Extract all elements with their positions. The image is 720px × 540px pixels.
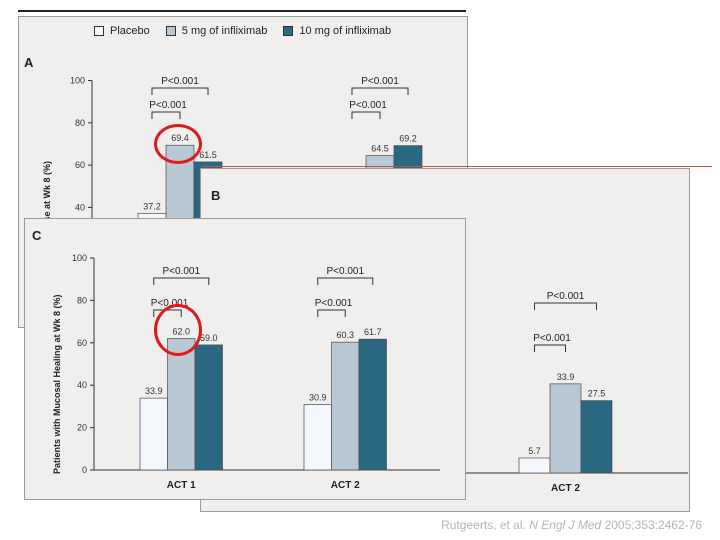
panel-b-letter: B [211,188,221,203]
citation: Rutgeerts, et al. N Engl J Med 2005;353:… [441,518,702,532]
bar-act1-0 [139,397,168,471]
panel-b-plot: 5.7 33.9 27.5 ACT 2 P<0.001 P<0.001 [458,291,688,494]
y-tick-label-40: 40 [77,380,87,390]
panel-c-letter: C [32,228,42,243]
y-tick-label-60: 60 [75,160,85,170]
pvalue-bracket-outer-1 [317,277,374,285]
value-label-act2-2: 69.2 [399,134,417,144]
value-label-act2-2: 27.5 [588,389,606,399]
pvalue-bracket-outer-0 [534,302,597,310]
category-label-0: ACT 2 [551,483,580,494]
category-label-1: ACT 2 [331,480,360,491]
value-label-act1-0: 37.2 [143,201,161,211]
value-label-act2-1: 33.9 [557,372,575,382]
value-label-act2-2: 61.7 [364,327,382,337]
bar-act2-1 [549,383,582,474]
citation-journal: N Engl J Med [529,518,602,532]
pvalue-outer-0: P<0.001 [162,266,200,277]
legend-item-placebo: Placebo [94,25,150,37]
pvalue-bracket-inner-0 [151,111,181,119]
pvalue-bracket-outer-1 [351,87,409,95]
bar-act1-1 [167,338,196,471]
value-label-act1-0: 33.9 [145,386,163,396]
pvalue-inner-0: P<0.001 [151,298,189,309]
pvalue-bracket-inner-0 [534,344,566,352]
value-label-act2-1: 60.3 [336,330,354,340]
legend: Placebo 5 mg of infliximab 10 mg of infl… [18,18,464,44]
highlight-circle-c [154,304,202,356]
bar-act2-1 [331,341,360,471]
legend-swatch-placebo [94,26,104,36]
pvalue-bracket-outer-0 [151,87,209,95]
bar-act1-0 [137,212,167,220]
pvalue-outer-1: P<0.001 [361,76,399,87]
legend-label-10mg: 10 mg of infliximab [299,25,392,37]
pvalue-bracket-inner-1 [317,309,346,317]
top-rule [18,10,466,12]
pvalue-outer-0: P<0.001 [547,291,585,302]
pvalue-inner-1: P<0.001 [349,100,387,111]
legend-label-5mg: 5 mg of infliximab [181,25,268,37]
pvalue-outer-0: P<0.001 [161,76,199,87]
value-label-act2-1: 64.5 [371,144,389,154]
citation-ref: 2005;353:2462-76 [604,518,702,532]
panel-a-letter: A [24,55,34,70]
pvalue-inner-0: P<0.001 [533,333,571,344]
y-tick-label-80: 80 [75,118,85,128]
pvalue-bracket-inner-1 [351,111,381,119]
y-tick-label-100: 100 [70,76,85,86]
value-label-act2-0: 30.9 [309,392,327,402]
category-label-0: ACT 1 [167,480,196,491]
value-label-act2-0: 5.7 [528,446,541,456]
bar-act2-0 [518,457,551,474]
y-tick-label-40: 40 [75,202,85,212]
y-tick-label-100: 100 [72,253,87,263]
pvalue-inner-0: P<0.001 [149,100,187,111]
citation-authors: Rutgeerts, et al. [441,518,526,532]
pvalue-bracket-outer-0 [153,277,210,285]
y-tick-label-20: 20 [77,423,87,433]
legend-swatch-5mg [165,26,176,36]
y-tick-label-80: 80 [77,295,87,305]
value-label-act1-2: 59.0 [200,333,218,343]
bar-act2-2 [358,338,387,471]
legend-item-5mg: 5 mg of infliximab [165,25,268,37]
highlight-circle-a [154,124,202,164]
panel-b-rule [202,166,712,167]
pvalue-outer-1: P<0.001 [326,266,364,277]
legend-swatch-10mg [283,26,294,36]
legend-item-10mg: 10 mg of infliximab [283,25,391,37]
panel-c [24,218,466,500]
bar-act2-2 [580,400,613,474]
bar-act1-2 [194,344,223,471]
y-tick-label-60: 60 [77,338,87,348]
value-label-act1-2: 61.5 [199,150,217,160]
bar-act2-0 [303,404,332,471]
y-tick-label-0: 0 [82,465,87,475]
legend-label-placebo: Placebo [110,25,150,37]
pvalue-inner-1: P<0.001 [315,298,353,309]
